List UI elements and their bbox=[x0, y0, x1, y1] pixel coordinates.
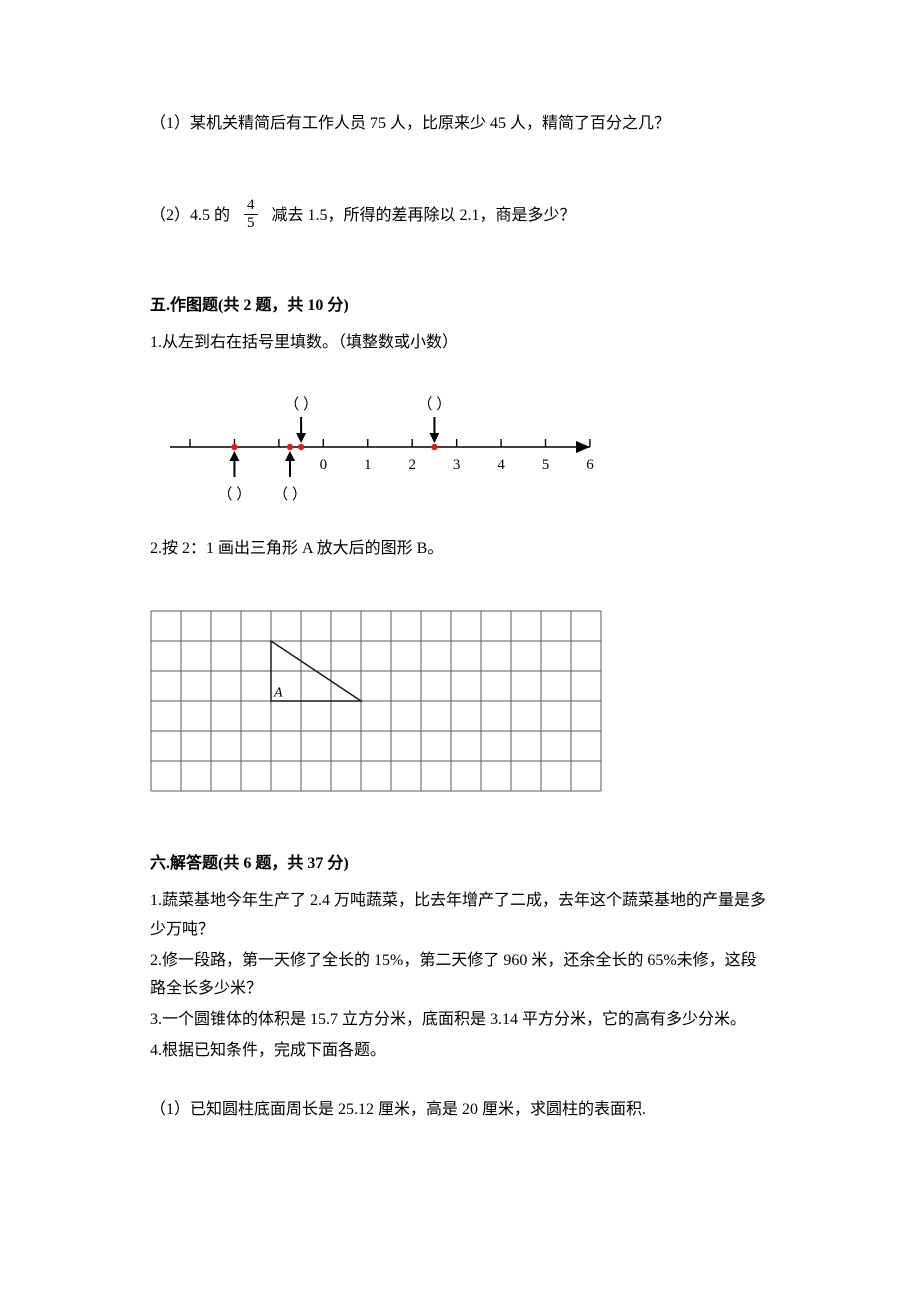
sec6-q3: 3.一个圆锥体的体积是 15.7 立方分米，底面积是 3.14 平方分米，它的高… bbox=[150, 1006, 770, 1035]
q4-sub2-pre: （2）4.5 的 bbox=[150, 207, 230, 224]
spacer bbox=[150, 800, 770, 840]
svg-text:5: 5 bbox=[542, 457, 550, 473]
spacer bbox=[150, 572, 770, 600]
svg-text:（ ）: （ ） bbox=[418, 396, 452, 413]
svg-text:3: 3 bbox=[453, 457, 461, 473]
svg-text:A: A bbox=[273, 686, 283, 701]
svg-text:2: 2 bbox=[408, 457, 416, 473]
sec6-q4-1: （1）已知圆柱底面周长是 25.12 厘米，高是 20 厘米，求圆柱的表面积. bbox=[150, 1096, 770, 1125]
q4-sub2: （2）4.5 的 4 5 减去 1.5，所得的差再除以 2.1，商是多少？ bbox=[150, 199, 770, 234]
spacer bbox=[150, 1068, 770, 1096]
svg-text:1: 1 bbox=[364, 457, 372, 473]
fraction-num: 4 bbox=[244, 197, 258, 215]
sec6-q2: 2.修一段路，第一天修了全长的 15%，第二天修了 960 米，还余全长的 65… bbox=[150, 947, 770, 1005]
svg-text:6: 6 bbox=[586, 457, 594, 473]
fraction-den: 5 bbox=[244, 215, 258, 232]
svg-text:0: 0 bbox=[320, 457, 328, 473]
sec5-q2: 2.按 2：1 画出三角形 A 放大后的图形 B。 bbox=[150, 535, 770, 564]
section-5-head: 五.作图题(共 2 题，共 10 分) bbox=[150, 292, 770, 321]
q4-sub1: （1）某机关精简后有工作人员 75 人，比原来少 45 人，精简了百分之几？ bbox=[150, 110, 770, 139]
numberline-figure: 0 1 2 3 4 5 6 （ ） （ ） （ ） （ ） bbox=[150, 367, 770, 517]
svg-text:（ ）: （ ） bbox=[218, 486, 252, 503]
fraction-4-5: 4 5 bbox=[244, 197, 258, 232]
grid-figure: A bbox=[150, 610, 770, 792]
q4-sub2-post: 减去 1.5，所得的差再除以 2.1，商是多少？ bbox=[272, 207, 576, 224]
sec6-q4: 4.根据已知条件，完成下面各题。 bbox=[150, 1037, 770, 1066]
numberline-svg: 0 1 2 3 4 5 6 （ ） （ ） （ ） （ ） bbox=[150, 367, 610, 517]
svg-text:4: 4 bbox=[497, 457, 505, 473]
exam-page: （1）某机关精简后有工作人员 75 人，比原来少 45 人，精简了百分之几？ （… bbox=[0, 0, 920, 1302]
sec6-q1: 1.蔬菜基地今年生产了 2.4 万吨蔬菜，比去年增产了二成，去年这个蔬菜基地的产… bbox=[150, 887, 770, 945]
section-6-head: 六.解答题(共 6 题，共 37 分) bbox=[150, 850, 770, 879]
grid-svg: A bbox=[150, 610, 602, 792]
svg-text:（ ）: （ ） bbox=[284, 396, 318, 413]
sec5-q1: 1.从左到右在括号里填数。（填整数或小数） bbox=[150, 329, 770, 358]
spacer bbox=[150, 242, 770, 282]
svg-text:（ ）: （ ） bbox=[273, 486, 307, 503]
spacer bbox=[150, 147, 770, 199]
